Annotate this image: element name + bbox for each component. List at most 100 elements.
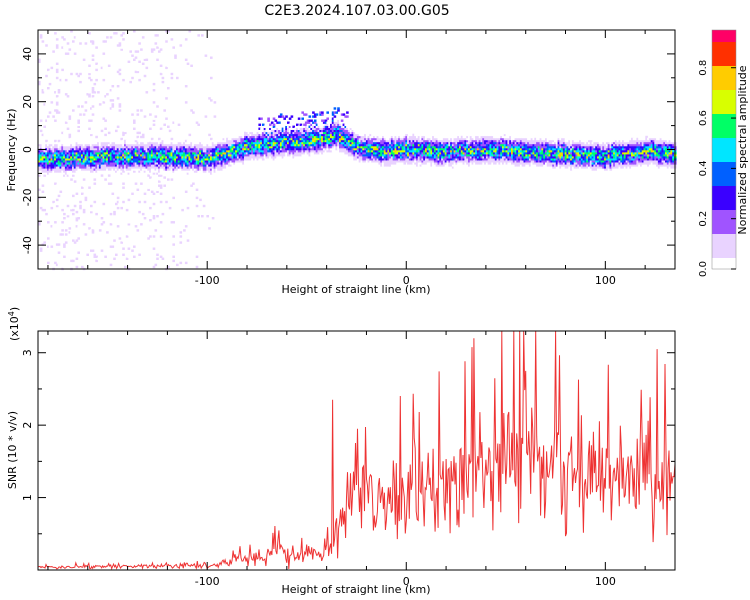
heatmap-cell	[88, 186, 91, 189]
heatmap-cell	[86, 247, 89, 250]
heatmap-cell	[353, 141, 356, 145]
heatmap-cell	[263, 152, 267, 155]
heatmap-cell	[154, 164, 158, 167]
heatmap-cell	[167, 168, 170, 171]
heatmap-cell	[190, 249, 193, 252]
heatmap-cell	[276, 147, 279, 151]
heatmap-cell	[186, 139, 190, 143]
heatmap-cell	[475, 164, 478, 167]
heatmap-cell	[238, 145, 242, 149]
heatmap-cell	[353, 156, 356, 159]
heatmap-cell	[184, 168, 188, 171]
heatmap-cell	[403, 164, 407, 167]
heatmap-cell	[290, 152, 294, 155]
heatmap-cell	[308, 143, 312, 147]
heatmap-cell	[324, 131, 328, 135]
heatmap-cell	[109, 99, 113, 102]
heatmap-cell	[224, 152, 227, 155]
heatmap-cell	[54, 119, 57, 122]
heatmap-cell	[321, 143, 324, 147]
heatmap-cell	[294, 150, 297, 153]
heatmap-cell	[433, 145, 437, 149]
heatmap-cell	[340, 129, 344, 133]
heatmap-cell	[373, 139, 376, 143]
heatmap-cell	[265, 131, 269, 135]
heatmap-cell	[82, 52, 86, 55]
heatmap-cell	[48, 164, 52, 167]
heatmap-cell	[77, 225, 80, 228]
heatmap-cell	[435, 145, 439, 149]
heatmap-cell	[170, 160, 174, 163]
heatmap-cell	[161, 76, 165, 80]
heatmap-cell	[204, 162, 208, 165]
heatmap-cell	[337, 135, 340, 139]
heatmap-cell	[224, 166, 227, 169]
heatmap-cell	[462, 143, 466, 147]
heatmap-cell	[475, 152, 478, 155]
heatmap-cell	[457, 139, 460, 143]
heatmap-cell	[136, 154, 140, 157]
heatmap-cell	[410, 162, 414, 165]
heatmap-cell	[448, 135, 451, 139]
heatmap-cell	[464, 147, 467, 151]
heatmap-cell	[414, 139, 417, 143]
heatmap-cell	[93, 160, 97, 163]
heatmap-cell	[43, 225, 46, 228]
heatmap-cell	[125, 156, 129, 159]
heatmap-cell	[270, 145, 274, 149]
heatmap-cell	[355, 135, 358, 139]
heatmap-cell	[382, 133, 385, 137]
heatmap-cell	[267, 131, 270, 135]
heatmap-cell	[192, 166, 195, 169]
heatmap-cell	[303, 143, 306, 147]
heatmap-cell	[272, 145, 276, 149]
heatmap-cell	[159, 72, 163, 76]
heatmap-cell	[399, 150, 403, 153]
heatmap-cell	[136, 168, 140, 171]
heatmap-cell	[156, 166, 159, 169]
heatmap-cell	[330, 139, 333, 143]
heatmap-cell	[179, 158, 183, 161]
heatmap-cell	[163, 176, 166, 179]
heatmap-cell	[392, 147, 396, 151]
heatmap-cell	[141, 164, 145, 167]
heatmap-cell	[50, 168, 54, 171]
heatmap-cell	[339, 141, 342, 145]
heatmap-cell	[450, 143, 453, 147]
heatmap-cell	[249, 137, 252, 141]
heatmap-cell	[168, 241, 172, 244]
heatmap-cell	[57, 166, 61, 169]
heatmap-cell	[50, 172, 54, 175]
heatmap-cell	[190, 164, 193, 167]
heatmap-cell	[290, 123, 294, 126]
heatmap-cell	[457, 141, 460, 145]
heatmap-cell	[154, 139, 158, 143]
heatmap-cell	[170, 145, 174, 149]
heatmap-cell	[471, 143, 475, 147]
heatmap-cell	[462, 141, 466, 145]
heatmap-cell	[242, 145, 245, 149]
heatmap-cell	[184, 261, 188, 265]
heatmap-cell	[213, 141, 217, 145]
heatmap-cell	[54, 221, 57, 224]
heatmap-cell	[64, 174, 68, 177]
heatmap-cell	[141, 166, 145, 169]
heatmap-cell	[91, 48, 95, 51]
heatmap-cell	[231, 156, 235, 159]
heatmap-cell	[98, 150, 102, 153]
heatmap-cell	[278, 143, 281, 147]
heatmap-cell	[299, 147, 303, 151]
heatmap-cell	[365, 164, 369, 167]
heatmap-cell	[265, 158, 269, 161]
heatmap-cell	[324, 121, 328, 124]
heatmap-cell	[72, 212, 75, 216]
heatmap-cell	[161, 156, 165, 159]
heatmap-cell	[161, 80, 165, 84]
heatmap-cell	[296, 150, 299, 153]
heatmap-cell	[104, 168, 107, 171]
heatmap-cell	[127, 162, 131, 165]
heatmap-cell	[55, 62, 59, 65]
heatmap-cell	[306, 150, 310, 153]
heatmap-cell	[269, 147, 272, 151]
heatmap-cell	[68, 164, 72, 167]
